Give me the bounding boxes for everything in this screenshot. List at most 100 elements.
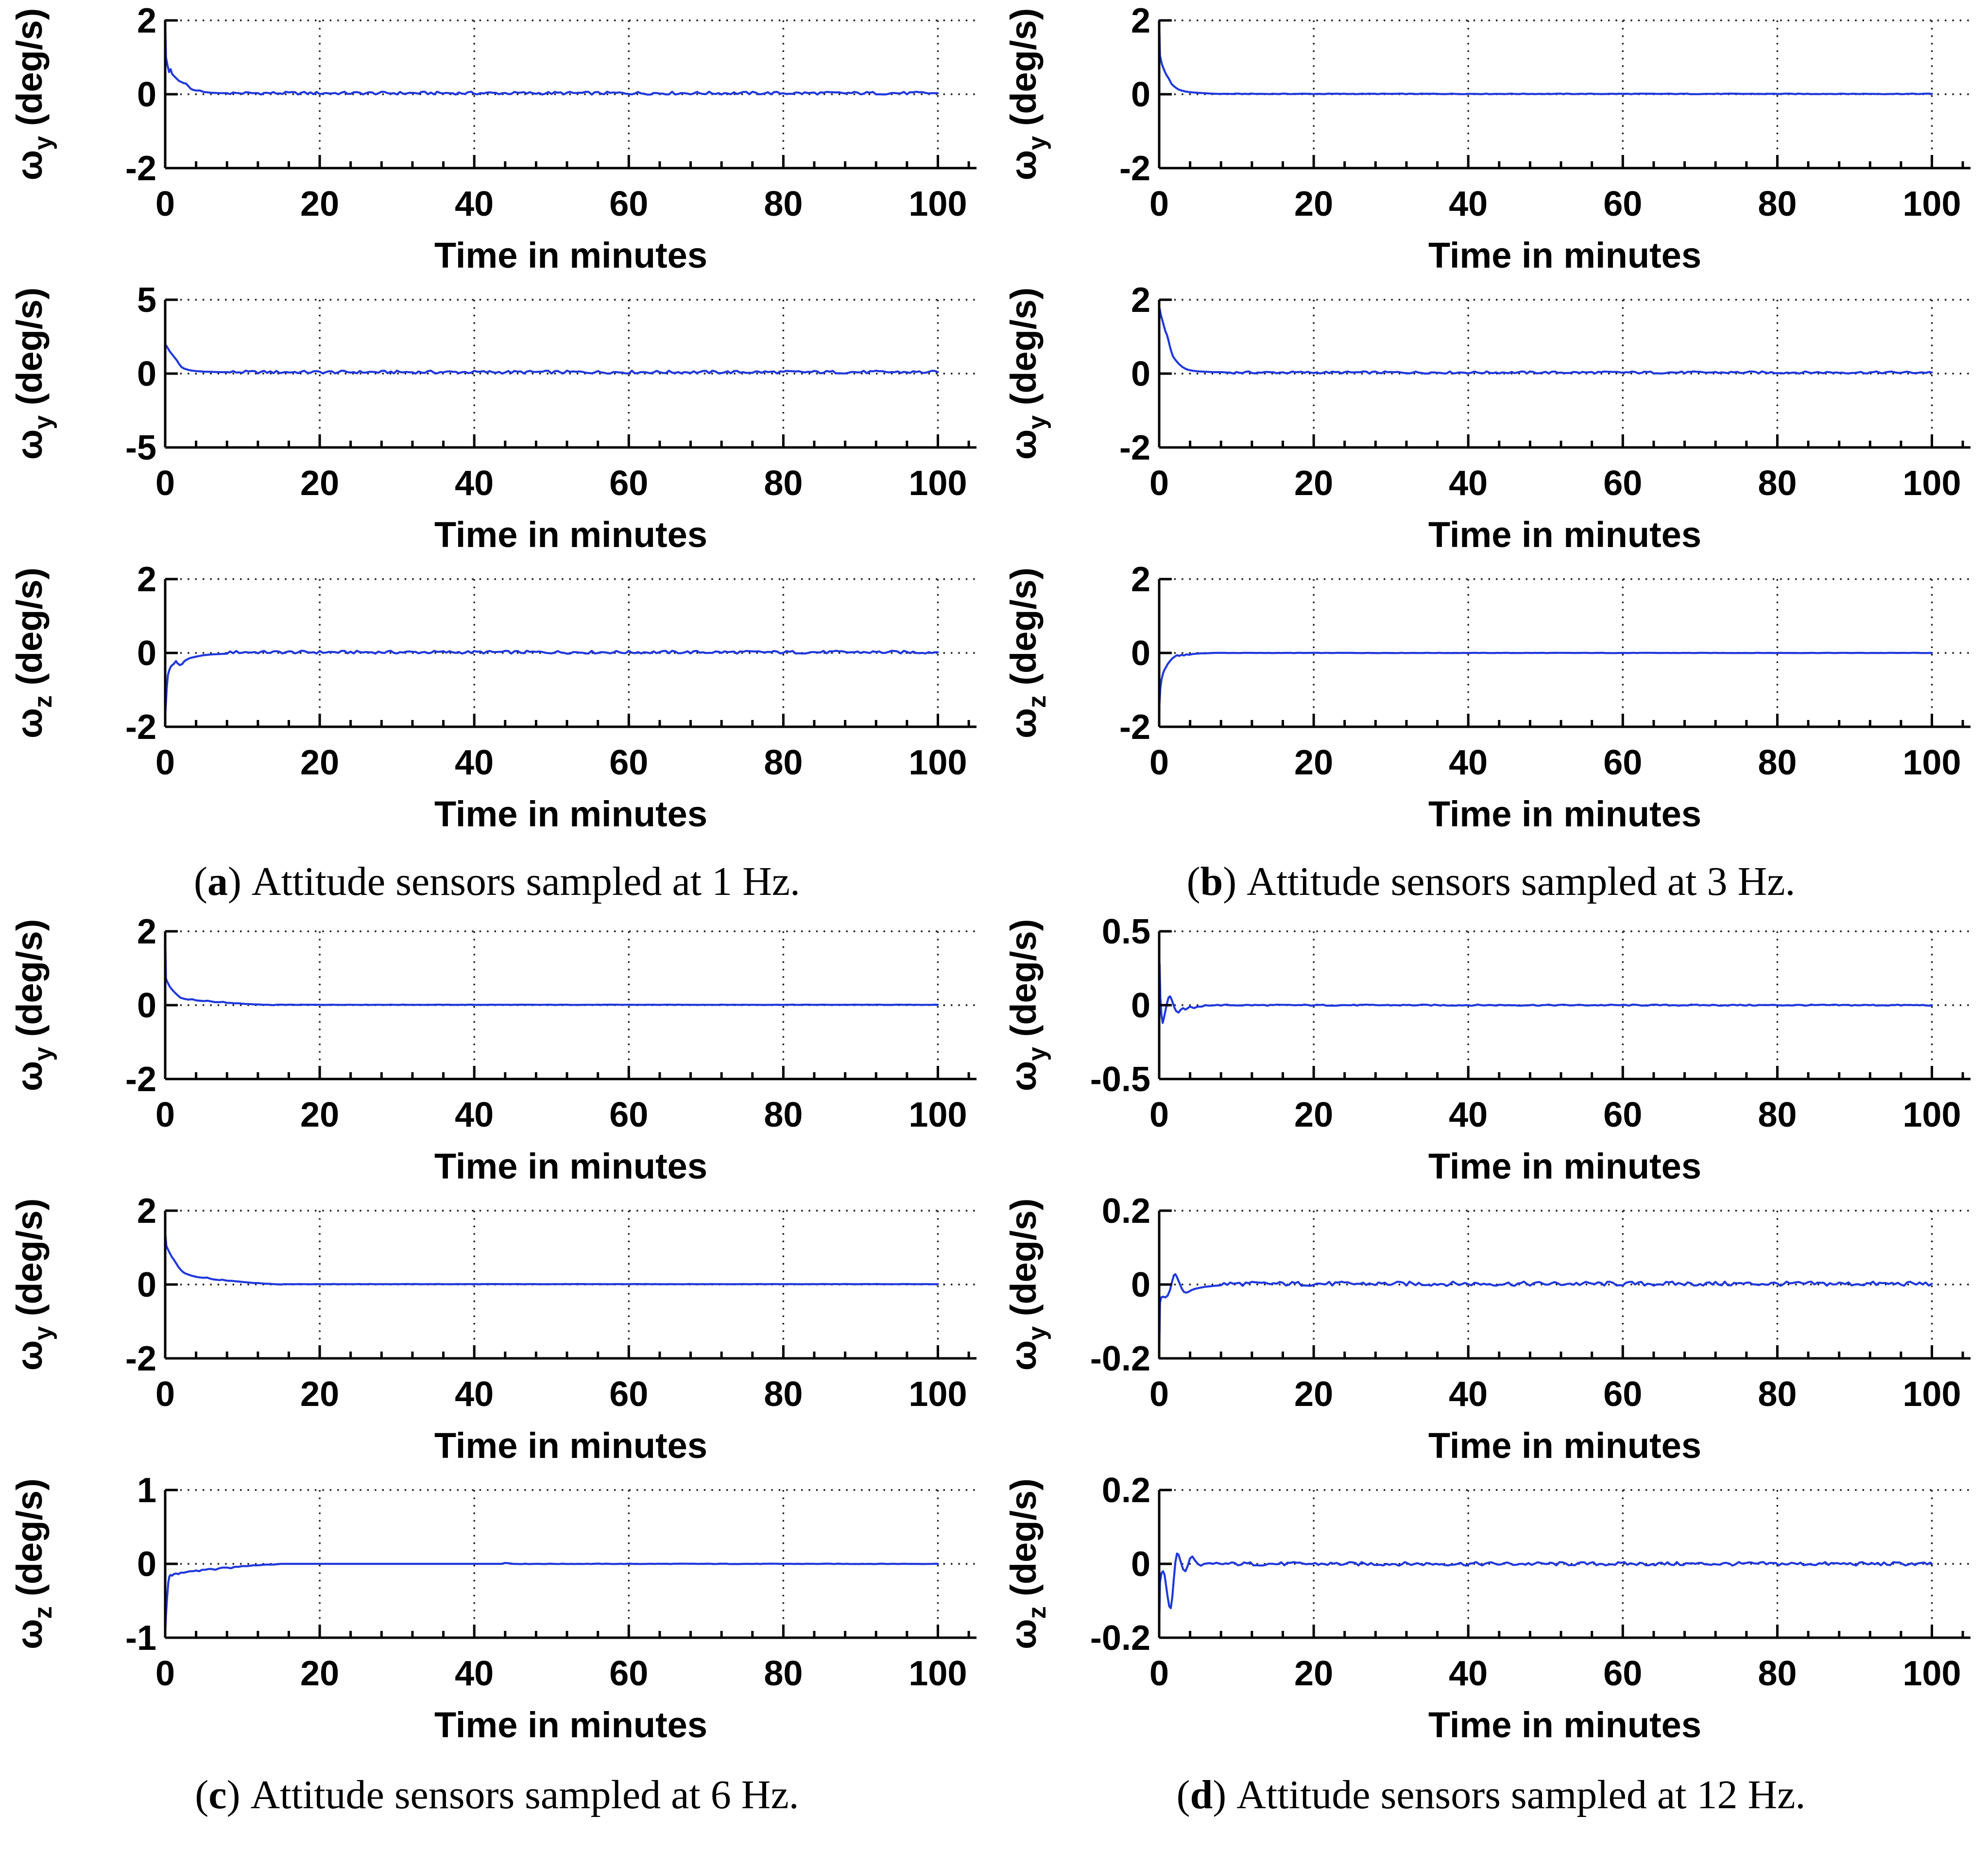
- x-tick-label: 0: [155, 464, 175, 503]
- x-tick-label: 100: [1902, 1375, 1961, 1414]
- x-tick-label: 0: [155, 743, 175, 782]
- x-axis-label: Time in minutes: [434, 1146, 707, 1186]
- x-axis-label: Time in minutes: [434, 1425, 707, 1466]
- caption-text: Attitude sensors sampled at 1 Hz.: [251, 858, 801, 904]
- x-tick-label: 20: [300, 464, 339, 503]
- y-tick-label: 2: [137, 1197, 156, 1231]
- y-tick-label: 2: [1131, 286, 1150, 320]
- y-tick-label: -2: [1119, 708, 1150, 747]
- x-tick-label: 100: [1902, 185, 1961, 223]
- figure-group-c: 2 0 -2 0 20 40 60 80 100 Time in minutes ωy (deg/s…: [0, 918, 994, 1833]
- x-tick-label: 0: [1149, 1654, 1169, 1693]
- y-tick-label: 0: [137, 986, 156, 1025]
- caption-text: Attitude sensors sampled at 6 Hz.: [250, 1772, 799, 1817]
- caption-text: Attitude sensors sampled at 3 Hz.: [1247, 858, 1796, 904]
- x-tick-label: 80: [1758, 1654, 1797, 1693]
- y-tick-label: 0: [137, 1266, 156, 1304]
- x-tick-label: 80: [1758, 1096, 1797, 1134]
- x-tick-label: 0: [155, 1096, 175, 1134]
- x-tick-label: 0: [1149, 1375, 1169, 1414]
- series-line: [164, 1562, 939, 1635]
- figure-group-d: 0.5 0 -0.5 0 20 40 60 80 100 Time in minutes ωy (d…: [994, 918, 1988, 1833]
- chart-wrap-d-3: 0.2 0 -0.2 0 20 40 60 80 100 Time in minutes ωz (d…: [994, 1476, 1988, 1756]
- x-tick-label: 40: [1449, 1096, 1488, 1134]
- caption-letter: a: [207, 858, 228, 904]
- x-tick-label: 100: [908, 743, 967, 782]
- y-tick-label: 0.2: [1102, 1197, 1150, 1231]
- caption-close: ): [1213, 1772, 1237, 1817]
- series-line: [164, 1231, 939, 1286]
- x-tick-label: 40: [1449, 185, 1488, 223]
- x-tick-label: 100: [1902, 464, 1961, 503]
- series-line: [1158, 651, 1933, 710]
- x-tick-label: 60: [609, 185, 648, 223]
- x-axis-label: Time in minutes: [1428, 235, 1701, 275]
- x-tick-label: 20: [300, 185, 339, 223]
- y-axis-label: ωz (deg/s): [1003, 1478, 1051, 1649]
- caption-open: (: [1186, 858, 1200, 904]
- x-tick-label: 60: [1603, 743, 1642, 782]
- x-axis-label: Time in minutes: [434, 514, 707, 555]
- x-tick-label: 40: [455, 1096, 494, 1134]
- chart-wrap-d-1: 0.5 0 -0.5 0 20 40 60 80 100 Time in minutes ωy (d…: [994, 918, 1988, 1197]
- y-axis-label: ωy (deg/s): [9, 1199, 57, 1371]
- y-axis-label: ωy (deg/s): [9, 919, 57, 1092]
- x-tick-label: 40: [1449, 1375, 1488, 1414]
- x-tick-label: 60: [1603, 185, 1642, 223]
- y-tick-label: 0: [1131, 355, 1150, 394]
- y-tick-label: 0.5: [1102, 918, 1150, 951]
- x-tick-label: 80: [1758, 743, 1797, 782]
- caption-close: ): [227, 858, 252, 904]
- caption-text: Attitude sensors sampled at 12 Hz.: [1236, 1772, 1806, 1817]
- y-tick-label: 0: [1131, 1266, 1150, 1304]
- y-tick-label: 0.2: [1102, 1476, 1150, 1510]
- y-tick-label: 0: [137, 1545, 156, 1584]
- x-tick-label: 80: [1758, 464, 1797, 503]
- series-line: [164, 343, 939, 375]
- x-axis-label: Time in minutes: [1428, 1146, 1701, 1186]
- x-tick-label: 0: [1149, 185, 1169, 223]
- x-tick-label: 80: [764, 464, 803, 503]
- caption-b: (b) Attitude sensors sampled at 3 Hz.: [994, 845, 1988, 918]
- caption-a: (a) Attitude sensors sampled at 1 Hz.: [0, 845, 994, 918]
- y-tick-label: 2: [1131, 565, 1150, 599]
- x-tick-label: 60: [609, 1375, 648, 1414]
- y-tick-label: 2: [1131, 7, 1150, 40]
- x-tick-label: 20: [300, 743, 339, 782]
- x-tick-label: 20: [300, 1375, 339, 1414]
- x-tick-label: 40: [455, 743, 494, 782]
- x-tick-label: 40: [455, 185, 494, 223]
- series-line: [1158, 962, 1933, 1024]
- y-tick-label: 2: [137, 565, 156, 599]
- y-tick-label: -2: [125, 1339, 156, 1378]
- y-axis-label: ωy (deg/s): [1003, 288, 1051, 460]
- x-tick-label: 20: [1294, 1654, 1333, 1693]
- y-tick-label: 0: [1131, 75, 1150, 114]
- x-tick-label: 60: [1603, 1654, 1642, 1693]
- y-tick-label: 0: [1131, 1545, 1150, 1584]
- y-tick-label: -2: [125, 1060, 156, 1099]
- axes: [1158, 1489, 1971, 1639]
- caption-letter: b: [1200, 858, 1223, 904]
- y-axis-label: ωz (deg/s): [1003, 567, 1051, 738]
- x-tick-label: 100: [1902, 743, 1961, 782]
- x-tick-label: 20: [300, 1654, 339, 1693]
- x-tick-label: 60: [609, 1654, 648, 1693]
- x-tick-label: 80: [764, 1096, 803, 1134]
- x-tick-label: 0: [1149, 464, 1169, 503]
- x-tick-label: 80: [1758, 185, 1797, 223]
- y-tick-label: 0: [137, 634, 156, 673]
- series-line: [1158, 305, 1933, 375]
- x-tick-label: 100: [908, 1654, 967, 1693]
- gridlines: [165, 19, 977, 168]
- y-tick-label: -2: [125, 149, 156, 188]
- x-tick-label: 40: [455, 464, 494, 503]
- x-tick-label: 20: [300, 1096, 339, 1134]
- caption-open: (: [193, 858, 207, 904]
- chart-wrap-c-2: 2 0 -2 0 20 40 60 80 100 Time in minutes ωy (deg/s…: [0, 1197, 994, 1476]
